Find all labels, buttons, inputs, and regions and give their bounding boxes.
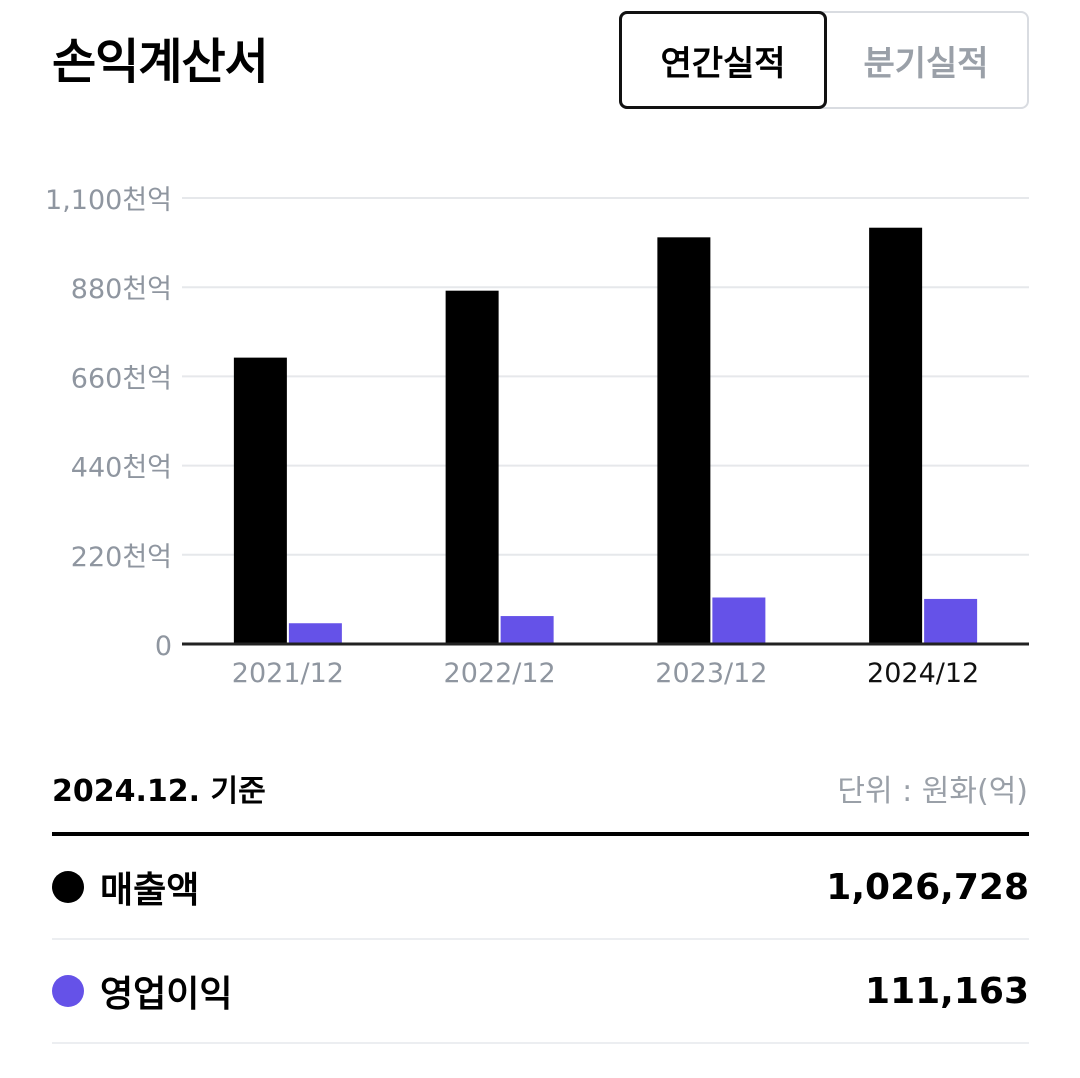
y-tick-label: 660천억 [71, 363, 172, 394]
revenue-label: 매출액 [100, 870, 200, 911]
bar-operating-profit [288, 623, 342, 644]
bar-operating-profit [500, 616, 554, 644]
operating-profit-value: 111,163 [865, 970, 1029, 1012]
bar-revenue [233, 357, 287, 644]
bar-revenue [445, 290, 499, 644]
y-tick-label: 440천억 [71, 453, 172, 484]
x-tick-label: 2022/12 [444, 658, 556, 689]
y-tick-label: 1,100천억 [45, 185, 172, 216]
income-bar-chart: 0 220천억 440천억 660천억 880천억 1,100천억 2021/12 2022/… [45, 185, 1029, 689]
y-tick-label: 880천억 [71, 274, 172, 305]
tab-annual[interactable]: 연간실적 [619, 11, 827, 109]
summary-divider [52, 832, 1029, 836]
y-tick-label: 220천억 [71, 542, 172, 573]
operating-profit-label: 영업이익 [100, 974, 233, 1015]
bar-revenue [869, 227, 923, 644]
x-tick-label: 2023/12 [655, 658, 767, 689]
x-tick-label: 2024/12 [867, 658, 979, 689]
revenue-legend-dot [52, 871, 84, 903]
bar-operating-profit [712, 597, 766, 644]
page-title: 손익계산서 [52, 34, 269, 90]
y-tick-label: 0 [155, 631, 172, 662]
operating-profit-legend-dot [52, 975, 84, 1007]
bar-operating-profit [924, 598, 978, 644]
unit-label: 단위 : 원화(억) [837, 774, 1028, 809]
period-toggle: 연간실적 분기실적 [619, 11, 1029, 109]
bar-revenue [657, 237, 711, 644]
tab-quarterly[interactable]: 분기실적 [863, 43, 989, 84]
x-tick-label: 2021/12 [232, 658, 344, 689]
basis-date: 2024.12. 기준 [52, 774, 266, 809]
summary-row-operating-profit: 영업이익 111,163 [52, 940, 1029, 1044]
revenue-value: 1,026,728 [826, 866, 1029, 908]
summary-row-revenue: 매출액 1,026,728 [52, 836, 1029, 940]
